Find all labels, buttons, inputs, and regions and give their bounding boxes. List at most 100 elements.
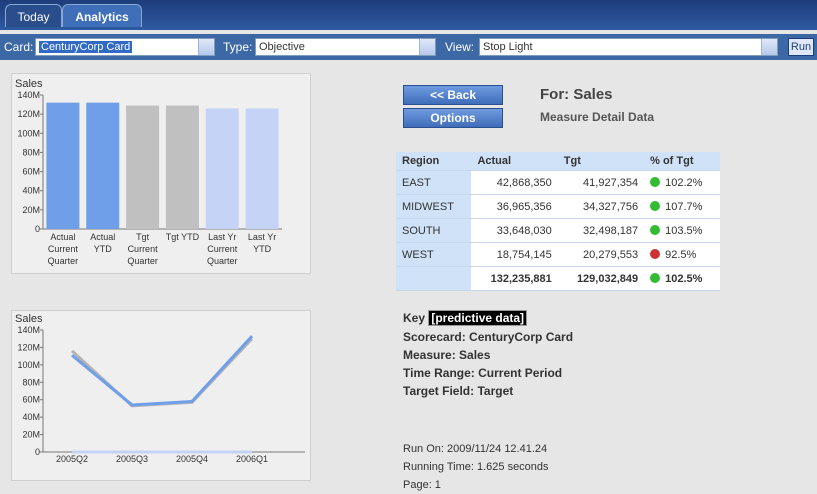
x-tick-label: Current xyxy=(128,244,159,254)
run-info: Page: 1 xyxy=(403,479,441,491)
header-cell: Actual xyxy=(471,152,558,171)
charts: Sales 0 20M 40M 60M 80M 100M 120M 140M Actual Curr… xyxy=(15,78,305,464)
y-tick-label: 80M xyxy=(22,377,40,387)
table-cell: 107.7% xyxy=(644,194,720,219)
x-tick-label: Current xyxy=(48,244,79,254)
table-cell: 132,235,881 xyxy=(471,266,558,291)
x-tick-label: Tgt xyxy=(136,232,150,242)
x-tick-label: Quarter xyxy=(207,256,238,266)
table-cell: 33,648,030 xyxy=(471,218,558,243)
y-tick-label: 40M xyxy=(22,186,40,196)
type-label: Type: xyxy=(223,40,253,54)
dropdown-arrow xyxy=(419,39,435,55)
status-dot xyxy=(650,176,661,187)
detail-table: Region Actual Tgt% of Tgt EAST 42,868,350 41,… xyxy=(396,152,720,291)
table-cell: 20,279,553 xyxy=(557,242,645,267)
key-line: Scorecard: CenturyCorp Card xyxy=(403,330,574,344)
bar xyxy=(245,108,279,229)
y-tick-label: 140M xyxy=(17,90,40,100)
cell-text: 92.5% xyxy=(665,248,697,261)
table-cell: 36,965,356 xyxy=(471,194,558,219)
status-dot xyxy=(650,272,661,283)
y-tick-label: 100M xyxy=(17,360,40,370)
cell-text: 129,032,849 xyxy=(576,272,639,285)
x-tick-label: 2005Q3 xyxy=(116,454,148,464)
table-cell: 41,927,354 xyxy=(557,170,645,195)
run-button[interactable]: Run xyxy=(788,38,814,56)
heading-title: For: Sales xyxy=(540,86,613,103)
x-tick-label: Last Yr xyxy=(208,232,236,242)
cell-text: 102.5% xyxy=(665,272,703,285)
run-info: Running Time: 1.625 seconds xyxy=(403,461,549,473)
bar xyxy=(126,105,160,229)
tab-active[interactable]: Analytics xyxy=(62,4,142,27)
cell-text: 34,327,756 xyxy=(583,200,639,213)
y-tick-label: 20M xyxy=(22,205,40,215)
y-tick-label: 40M xyxy=(22,412,40,422)
cell-text: 132,235,881 xyxy=(490,272,552,285)
dropdown-arrow xyxy=(198,39,214,55)
y-tick-label: 60M xyxy=(22,167,40,177)
header-cell: Tgt xyxy=(557,152,645,171)
x-tick-label: 2005Q2 xyxy=(56,454,88,464)
run-info: Run On: 2009/11/24 12.41.24 xyxy=(403,443,548,455)
heading-subtitle: Measure Detail Data xyxy=(540,110,655,124)
y-tick-label: 20M xyxy=(22,430,40,440)
header-cell: % of Tgt xyxy=(644,152,720,171)
cell-text: 33,648,030 xyxy=(496,224,552,237)
y-tick-label: 80M xyxy=(22,147,40,157)
dropdown-arrow xyxy=(761,39,777,55)
cell-text: 18,754,145 xyxy=(496,248,552,261)
header-cell: Region xyxy=(396,152,472,171)
cell-text: 36,965,356 xyxy=(496,200,552,213)
cell-text: 42,868,350 xyxy=(496,176,552,189)
table-cell: 102.5% xyxy=(644,266,720,291)
x-tick-label: Quarter xyxy=(127,256,158,266)
x-tick-label: YTD xyxy=(253,244,272,254)
type-value: Objective xyxy=(259,41,305,53)
table-row: WEST 18,754,145 20,279,553 92.5% xyxy=(396,242,720,267)
series-line xyxy=(70,337,254,408)
table-cell: 129,032,849 xyxy=(557,266,645,291)
x-tick-label: Last Yr xyxy=(248,232,276,242)
table-row: 132,235,881 129,032,849 102.5% xyxy=(396,266,720,291)
cell-text: SOUTH xyxy=(402,224,441,237)
key-line: Time Range: Current Period xyxy=(403,366,563,380)
type-select[interactable]: Objective xyxy=(255,38,436,56)
y-tick-label: 120M xyxy=(17,109,40,119)
table-row: MIDWEST 36,965,356 34,327,756 107.7% xyxy=(396,194,720,219)
table-row: EAST 42,868,350 41,927,354 102.2% xyxy=(396,170,720,195)
view-select[interactable]: Stop Light xyxy=(479,38,778,56)
table-cell: 42,868,350 xyxy=(471,170,558,195)
status-dot xyxy=(650,200,661,211)
table-cell: SOUTH xyxy=(396,218,472,243)
x-tick-label: 2005Q4 xyxy=(176,454,208,464)
series-line xyxy=(71,335,254,407)
chart-title: Sales xyxy=(15,313,43,325)
y-tick-label: 100M xyxy=(17,128,40,138)
key-row: Key [predictive data] xyxy=(403,310,528,326)
key-tag[interactable]: [predictive data] xyxy=(428,310,528,326)
table-cell: EAST xyxy=(396,170,472,195)
y-tick-label: 0 xyxy=(35,224,40,234)
y-tick-label: 0 xyxy=(35,447,40,457)
x-tick-label: 2006Q1 xyxy=(236,454,268,464)
options-button[interactable]: Options xyxy=(403,108,503,128)
x-tick-label: Current xyxy=(207,244,238,254)
table-cell: MIDWEST xyxy=(396,194,472,219)
header-row: Region Actual Tgt% of Tgt xyxy=(396,152,720,171)
chart-title: Sales xyxy=(15,78,43,90)
table-cell: 18,754,145 xyxy=(471,242,558,267)
y-tick-label: 60M xyxy=(22,395,40,405)
back-button[interactable]: << Back xyxy=(403,85,503,105)
x-tick-label: Actual xyxy=(90,232,115,242)
y-tick-label: 120M xyxy=(17,342,40,352)
y-tick-label: 140M xyxy=(17,325,40,335)
tab[interactable]: Today xyxy=(5,4,62,27)
table-cell xyxy=(396,266,472,291)
card-select[interactable]: CenturyCorp Card xyxy=(35,38,215,56)
card-value: CenturyCorp Card xyxy=(39,41,133,53)
view-label: View: xyxy=(445,40,475,54)
key-line: Target Field: Target xyxy=(403,384,514,398)
table-cell: 34,327,756 xyxy=(557,194,645,219)
